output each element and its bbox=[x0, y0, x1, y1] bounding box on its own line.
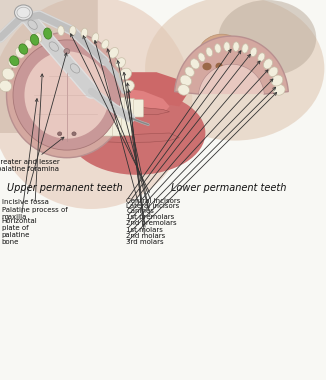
Ellipse shape bbox=[233, 42, 239, 51]
Ellipse shape bbox=[202, 63, 212, 70]
Ellipse shape bbox=[0, 80, 12, 92]
Ellipse shape bbox=[258, 53, 265, 62]
Ellipse shape bbox=[116, 58, 126, 68]
Text: 3rd molars: 3rd molars bbox=[126, 90, 164, 245]
Ellipse shape bbox=[271, 75, 283, 86]
Text: Lateral incisors: Lateral incisors bbox=[83, 36, 180, 209]
Ellipse shape bbox=[92, 33, 99, 42]
Ellipse shape bbox=[185, 67, 194, 77]
Ellipse shape bbox=[57, 132, 62, 136]
Ellipse shape bbox=[218, 0, 316, 76]
Ellipse shape bbox=[250, 48, 257, 57]
Ellipse shape bbox=[69, 26, 76, 36]
Ellipse shape bbox=[7, 32, 127, 158]
FancyBboxPatch shape bbox=[124, 98, 135, 117]
Text: Central incisors: Central incisors bbox=[71, 34, 181, 204]
FancyBboxPatch shape bbox=[104, 97, 116, 118]
Ellipse shape bbox=[0, 0, 192, 209]
Ellipse shape bbox=[10, 56, 19, 66]
Ellipse shape bbox=[263, 59, 273, 69]
Ellipse shape bbox=[122, 80, 134, 92]
FancyBboxPatch shape bbox=[82, 117, 94, 135]
Ellipse shape bbox=[269, 67, 278, 77]
Text: 1st premolars: 1st premolars bbox=[107, 49, 175, 220]
Ellipse shape bbox=[224, 42, 230, 51]
Ellipse shape bbox=[30, 35, 39, 45]
FancyBboxPatch shape bbox=[112, 117, 123, 136]
FancyBboxPatch shape bbox=[93, 96, 105, 119]
Ellipse shape bbox=[242, 44, 248, 53]
FancyBboxPatch shape bbox=[81, 96, 94, 119]
Ellipse shape bbox=[215, 44, 221, 53]
Text: Incisive fossa: Incisive fossa bbox=[2, 53, 67, 205]
Ellipse shape bbox=[274, 84, 285, 95]
Polygon shape bbox=[65, 106, 170, 115]
Ellipse shape bbox=[25, 40, 32, 49]
Ellipse shape bbox=[24, 51, 109, 139]
Ellipse shape bbox=[145, 0, 324, 141]
Ellipse shape bbox=[68, 91, 205, 175]
Ellipse shape bbox=[206, 48, 213, 57]
Polygon shape bbox=[65, 133, 179, 142]
Text: 2nd premolars: 2nd premolars bbox=[117, 61, 177, 226]
Ellipse shape bbox=[64, 49, 70, 54]
Ellipse shape bbox=[13, 40, 121, 150]
Polygon shape bbox=[65, 72, 189, 106]
Ellipse shape bbox=[19, 44, 28, 54]
Ellipse shape bbox=[35, 33, 42, 42]
Polygon shape bbox=[175, 36, 288, 94]
Text: Greater and lesser
palatine foramina: Greater and lesser palatine foramina bbox=[0, 137, 64, 172]
Ellipse shape bbox=[205, 55, 225, 74]
Text: 2nd molars: 2nd molars bbox=[126, 83, 166, 239]
Text: Upper permanent teeth: Upper permanent teeth bbox=[7, 183, 123, 193]
Ellipse shape bbox=[46, 28, 53, 38]
Ellipse shape bbox=[119, 68, 131, 80]
Text: Horizontal
plate of
palatine
bone: Horizontal plate of palatine bone bbox=[2, 99, 38, 245]
FancyBboxPatch shape bbox=[114, 97, 126, 118]
Ellipse shape bbox=[72, 132, 76, 136]
Ellipse shape bbox=[178, 84, 189, 95]
Ellipse shape bbox=[2, 68, 14, 80]
Text: Lower permanent teeth: Lower permanent teeth bbox=[170, 183, 286, 193]
Ellipse shape bbox=[70, 64, 80, 73]
Polygon shape bbox=[199, 65, 264, 94]
Polygon shape bbox=[72, 87, 170, 114]
Ellipse shape bbox=[8, 58, 18, 68]
FancyBboxPatch shape bbox=[133, 100, 143, 117]
Ellipse shape bbox=[101, 40, 109, 49]
Ellipse shape bbox=[58, 26, 64, 36]
Text: Palatine process of
maxilla: Palatine process of maxilla bbox=[2, 74, 67, 220]
Ellipse shape bbox=[81, 28, 88, 38]
FancyBboxPatch shape bbox=[122, 117, 132, 136]
FancyBboxPatch shape bbox=[0, 0, 98, 133]
Ellipse shape bbox=[28, 20, 37, 29]
FancyBboxPatch shape bbox=[93, 117, 104, 136]
FancyBboxPatch shape bbox=[103, 117, 114, 136]
Ellipse shape bbox=[190, 59, 200, 69]
Ellipse shape bbox=[15, 48, 25, 58]
Ellipse shape bbox=[180, 75, 192, 86]
Ellipse shape bbox=[109, 48, 118, 58]
Text: 1st molars: 1st molars bbox=[123, 73, 163, 233]
Text: Canines: Canines bbox=[94, 41, 155, 214]
Ellipse shape bbox=[14, 5, 32, 20]
Ellipse shape bbox=[197, 34, 246, 80]
Ellipse shape bbox=[215, 63, 223, 70]
Polygon shape bbox=[0, 0, 326, 190]
Ellipse shape bbox=[198, 53, 205, 62]
Ellipse shape bbox=[49, 42, 58, 51]
Ellipse shape bbox=[44, 28, 52, 39]
